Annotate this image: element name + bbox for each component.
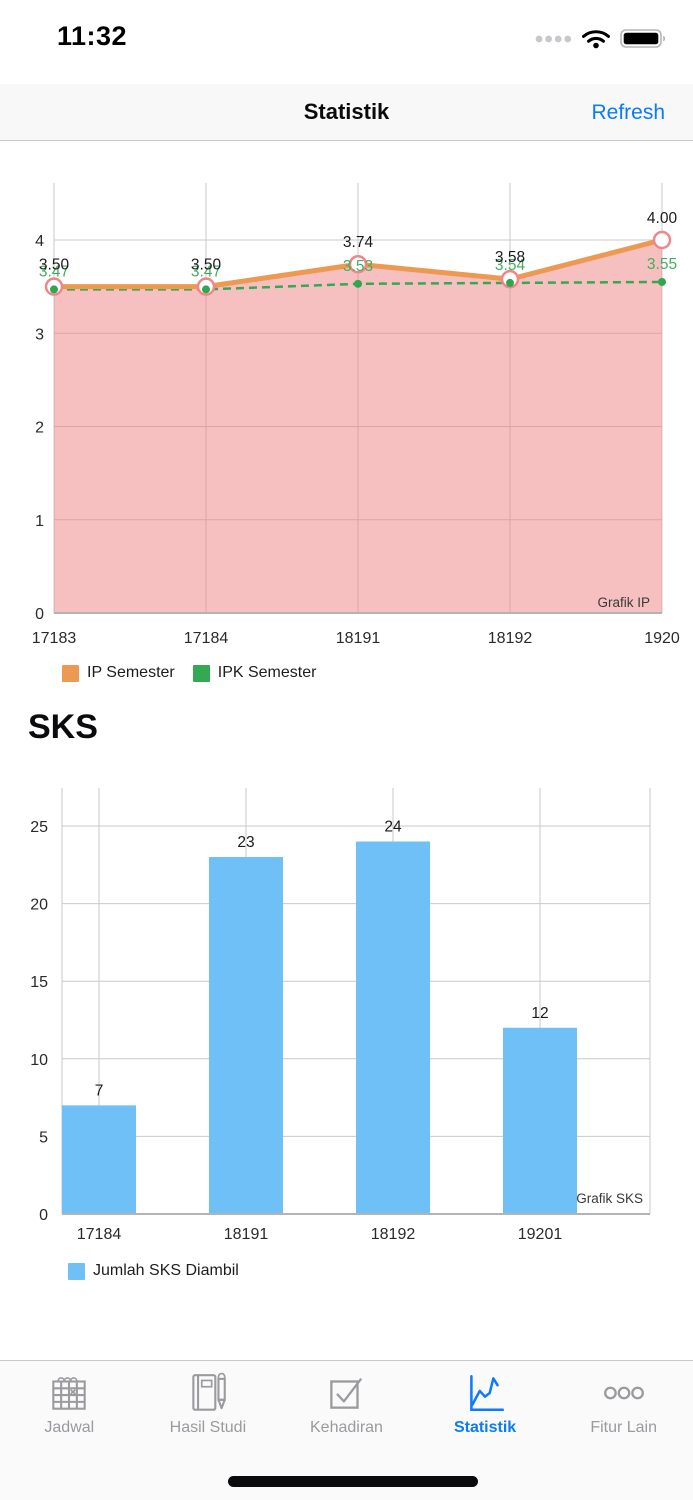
y-axis-tick: 0 [39,1207,48,1224]
sks-bar [356,841,430,1214]
tab-jadwal[interactable]: Jadwal [0,1361,139,1500]
y-axis-tick: 10 [30,1052,48,1069]
notebook-pencil-icon [192,1372,226,1411]
y-axis-tick: 3 [35,326,44,343]
page-title: Statistik [303,99,390,124]
tab-statistik[interactable]: Statistik [416,1361,555,1500]
legend-label: IPK Semester [217,664,317,681]
legend-item-ip-semester: IP Semester [62,664,175,682]
ip-chart-legend: IP Semester IPK Semester [62,664,334,682]
chart-watermark: Grafik IP [597,595,650,610]
ip-line-chart: 3.47 3.47 3.53 3.54 3.55 3.50 3.50 3.74 3.58 4.00… [32,183,680,647]
ipk-data-point [354,279,362,288]
ellipsis-circles-icon [603,1386,644,1400]
cellular-signal-icon [535,35,572,42]
status-icons [535,28,667,49]
ipk-value-label: 3.54 [495,257,526,274]
y-axis-tick: 20 [30,897,48,914]
ipk-value-label: 3.47 [39,263,69,280]
line-chart-icon [470,1375,505,1411]
sks-bar-chart: 7 23 24 12 0 5 10 15 20 25 17184 18191 18192 19201 Gra… [30,788,651,1243]
ip-value-label: 4.00 [647,210,678,227]
y-axis-tick: 2 [35,420,44,437]
jumlah-sks-swatch [68,1262,85,1280]
sks-chart-legend: Jumlah SKS Diambil [68,1262,257,1280]
ip-value-label: 3.74 [343,234,374,251]
legend-label: Jumlah SKS Diambil [93,1262,239,1279]
ipk-value-label: 3.55 [647,256,677,273]
x-axis-tick: 19201 [518,1226,563,1243]
ip-semester-swatch [62,664,79,682]
x-axis-tick: 18191 [224,1226,269,1243]
legend-item-jumlah-sks: Jumlah SKS Diambil [68,1262,239,1280]
tab-label: Hasil Studi [169,1419,247,1436]
x-axis-tick: 1920 [644,630,680,647]
x-axis-tick: 17184 [77,1226,122,1243]
y-axis-tick: 15 [30,974,48,991]
bar-value-label: 12 [531,1005,548,1022]
bar-value-label: 24 [384,819,402,836]
x-axis-tick: 18192 [488,630,533,647]
x-axis-tick: 17183 [32,630,77,647]
sks-section-heading: SKS [28,708,98,746]
y-axis-tick: 1 [35,513,44,530]
tab-fitur-lain[interactable]: Fitur Lain [554,1361,693,1500]
sks-bar [62,1105,136,1214]
tab-label: Fitur Lain [590,1419,658,1436]
x-axis-tick: 18192 [371,1226,416,1243]
tab-hasil-studi[interactable]: Hasil Studi [139,1361,278,1500]
sks-bar [503,1027,577,1214]
ipk-data-point [50,285,58,294]
status-bar: 11:32 [0,0,693,84]
y-axis-tick: 4 [35,233,44,250]
chart-watermark: Grafik SKS [576,1191,643,1206]
ipk-data-point [506,278,514,287]
bar-value-label: 7 [95,1082,104,1099]
tab-label: Kehadiran [310,1419,383,1436]
tab-kehadiran[interactable]: Kehadiran [277,1361,416,1500]
tab-label: Statistik [453,1419,517,1436]
nav-bar: Statistik Refresh [0,84,693,141]
status-time: 11:32 [57,21,128,51]
refresh-button[interactable]: Refresh [591,84,665,141]
ipk-semester-swatch [192,664,210,682]
y-axis-tick: 0 [35,606,44,623]
calendar-icon [52,1377,87,1410]
tab-label: Jadwal [44,1419,95,1436]
checkbox-check-icon [330,1378,363,1409]
y-axis-tick: 25 [30,819,48,836]
ip-area-fill [54,240,662,613]
home-indicator[interactable] [228,1476,478,1487]
sks-bar [209,857,283,1214]
ip-value-label: 3.50 [39,257,70,274]
ipk-value-label: 3.53 [343,258,373,275]
wifi-icon [582,30,610,49]
y-axis-tick: 5 [39,1129,48,1146]
bar-value-label: 23 [237,834,254,851]
ip-data-point [348,254,368,274]
x-axis-tick: 18191 [336,630,381,647]
ipk-value-label: 3.47 [191,263,221,280]
ip-value-label: 3.50 [191,257,222,274]
ipk-data-point [658,277,666,286]
battery-icon [620,29,666,48]
legend-item-ipk-semester: IPK Semester [192,664,317,682]
ip-data-point [652,230,672,250]
ipk-data-point [202,285,210,294]
ip-value-label: 3.58 [495,249,525,266]
x-axis-tick: 17184 [184,630,229,647]
legend-label: IP Semester [87,664,175,681]
